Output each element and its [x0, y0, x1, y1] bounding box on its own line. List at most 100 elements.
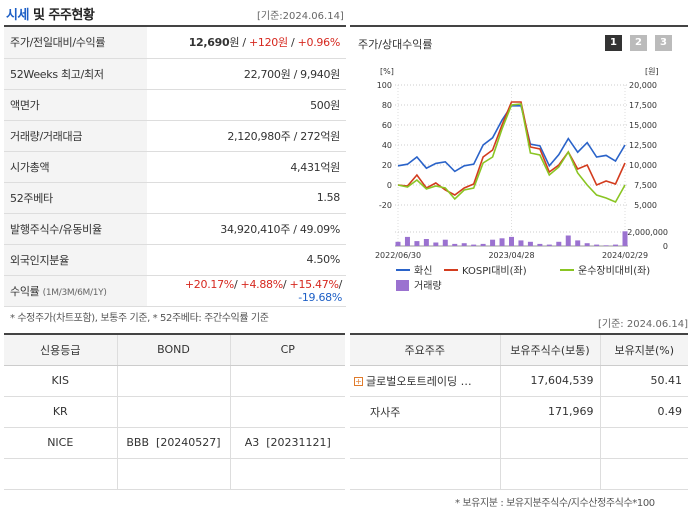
return-1m: +20.17%: [184, 277, 234, 291]
volume-bar: [414, 241, 420, 246]
volume-bar: [603, 245, 609, 246]
table-row: KIS: [4, 365, 345, 397]
price-label: 주가/전일대비/수익률: [4, 27, 147, 59]
par-value: 500원: [147, 89, 346, 121]
table-row: [350, 458, 688, 490]
holders-table: 주요주주 보유주식수(보통) 보유지분(%) + 글로벌오토트레이딩 … 17,6…: [350, 333, 688, 490]
foreign-label: 외국인지분율: [4, 244, 147, 276]
holders-header-shares: 보유주식수(보통): [500, 334, 601, 366]
price: 12,690: [188, 36, 230, 50]
volume-bar: [575, 240, 581, 246]
table-cell: [230, 396, 345, 428]
volume-bar: [537, 243, 543, 246]
table-cell: [4, 458, 118, 490]
table-cell: NICE: [4, 427, 118, 459]
volume-bar: [471, 244, 477, 246]
par-label: 액면가: [4, 89, 147, 121]
divider: [4, 25, 346, 27]
volume-bar: [546, 244, 552, 246]
holder-name-cell: + 글로벌오토트레이딩 …: [350, 365, 501, 397]
volume-bar: [433, 242, 439, 246]
right-tick-label: 10,000: [629, 161, 657, 170]
left-tick-label: 40: [382, 141, 392, 150]
volume-tick-label: 0: [663, 242, 668, 251]
return-6m: +15.47%: [289, 277, 339, 291]
volume-label: 거래량/거래대금: [4, 120, 147, 152]
chart-tab-3[interactable]: 3: [655, 35, 672, 51]
chart-title: 주가/상대수익률: [358, 38, 433, 51]
table-cell: [230, 458, 345, 490]
table-cell: [500, 427, 601, 459]
credit-header-bond: BOND: [117, 334, 231, 366]
table-cell: 171,969: [500, 396, 601, 428]
table-row: 52주베타 1.58: [4, 182, 346, 214]
holders-header-name: 주요주주: [350, 334, 501, 366]
shares-label: 발행주식수/유동비율: [4, 213, 147, 245]
right-unit-label: [원]: [645, 67, 659, 76]
right-tick-label: 15,000: [629, 121, 657, 130]
chart-lines: [397, 101, 626, 204]
left-tick-label: 0: [387, 181, 392, 190]
table-row: 수익률 (1M/3M/6M/1Y) +20.17%/ +4.88%/ +15.4…: [4, 275, 346, 307]
right-tick-label: 5,000: [634, 201, 657, 210]
x-tick-label: 2022/06/30: [375, 251, 421, 260]
left-unit-label: [%]: [380, 67, 394, 76]
table-cell: 17,604,539: [500, 365, 601, 397]
return-values: +20.17%/ +4.88%/ +15.47%/ -19.68%: [147, 275, 346, 307]
foreign-value: 4.50%: [147, 244, 346, 276]
table-row: 자사주 171,969 0.49: [350, 396, 688, 428]
table-row: [4, 458, 345, 490]
table-row: + 글로벌오토트레이딩 … 17,604,539 50.41: [350, 365, 688, 397]
chart-tab-2[interactable]: 2: [630, 35, 647, 51]
price-change: +120원: [248, 36, 288, 50]
table-cell: KIS: [4, 365, 118, 397]
volume-bar: [480, 243, 486, 246]
return-3m: +4.88%: [240, 277, 284, 291]
table-header-row: 주요주주 보유주식수(보통) 보유지분(%): [350, 334, 688, 366]
right-tick-label: 12,500: [629, 141, 657, 150]
stock-note: * 수정주가(차트포함), 보통주 기준, * 52주베타: 주간수익률 기준: [10, 313, 269, 324]
chart-tab-1[interactable]: 1: [605, 35, 622, 51]
base-date: [기준:2024.06.14]: [257, 11, 344, 22]
holder-name[interactable]: 글로벌오토트레이딩 …: [366, 374, 472, 388]
return-label: 수익률 (1M/3M/6M/1Y): [4, 275, 147, 307]
table-row: KR: [4, 396, 345, 428]
right-tick-label: 17,500: [629, 101, 657, 110]
table-row: 주가/전일대비/수익률 12,690원 / +120원 / +0.96%: [4, 27, 346, 59]
volume-bars: [395, 231, 628, 246]
table-cell: KR: [4, 396, 118, 428]
page-title: 시세 및 주주현황: [6, 4, 95, 23]
table-cell: [350, 427, 501, 459]
expand-icon[interactable]: +: [354, 377, 363, 386]
table-cell: [500, 458, 601, 490]
credit-header-cp: CP: [230, 334, 345, 366]
volume-bar: [499, 238, 505, 246]
left-tick-label: -20: [379, 201, 392, 210]
right-tick-label: 20,000: [629, 81, 657, 90]
legend-label: 거래량: [414, 280, 442, 292]
holders-date: [기준: 2024.06.14]: [598, 319, 689, 330]
table-cell: 50.41: [600, 365, 688, 397]
left-tick-label: 20: [382, 161, 392, 170]
mcap-value: 4,431억원: [147, 151, 346, 183]
chart-legend: 화신 KOSPI대비(좌) 운수장비대비(좌) 거래량: [396, 265, 650, 292]
left-tick-label: 60: [382, 121, 392, 130]
table-cell: [600, 458, 688, 490]
volume-bar: [442, 239, 448, 246]
table-row: NICE BBB [20240527] A3 [20231121]: [4, 427, 345, 459]
beta-label: 52주베타: [4, 182, 147, 214]
volume-tick-label: 2,000,000: [627, 228, 668, 237]
price-change-pct: +0.96%: [297, 36, 341, 50]
chart-panel: [350, 25, 688, 299]
table-cell: [230, 365, 345, 397]
return-label-text: 수익률: [10, 284, 40, 298]
beta-value: 1.58: [147, 182, 346, 214]
left-tick-label: 100: [377, 81, 392, 90]
return-1y: -19.68%: [298, 290, 342, 304]
mcap-label: 시가총액: [4, 151, 147, 183]
credit-header-rating: 신용등급: [4, 334, 118, 366]
volume-bar: [527, 241, 533, 246]
table-row: 액면가 500원: [4, 89, 346, 121]
separator: /: [338, 277, 343, 291]
volume-bar: [461, 243, 467, 246]
